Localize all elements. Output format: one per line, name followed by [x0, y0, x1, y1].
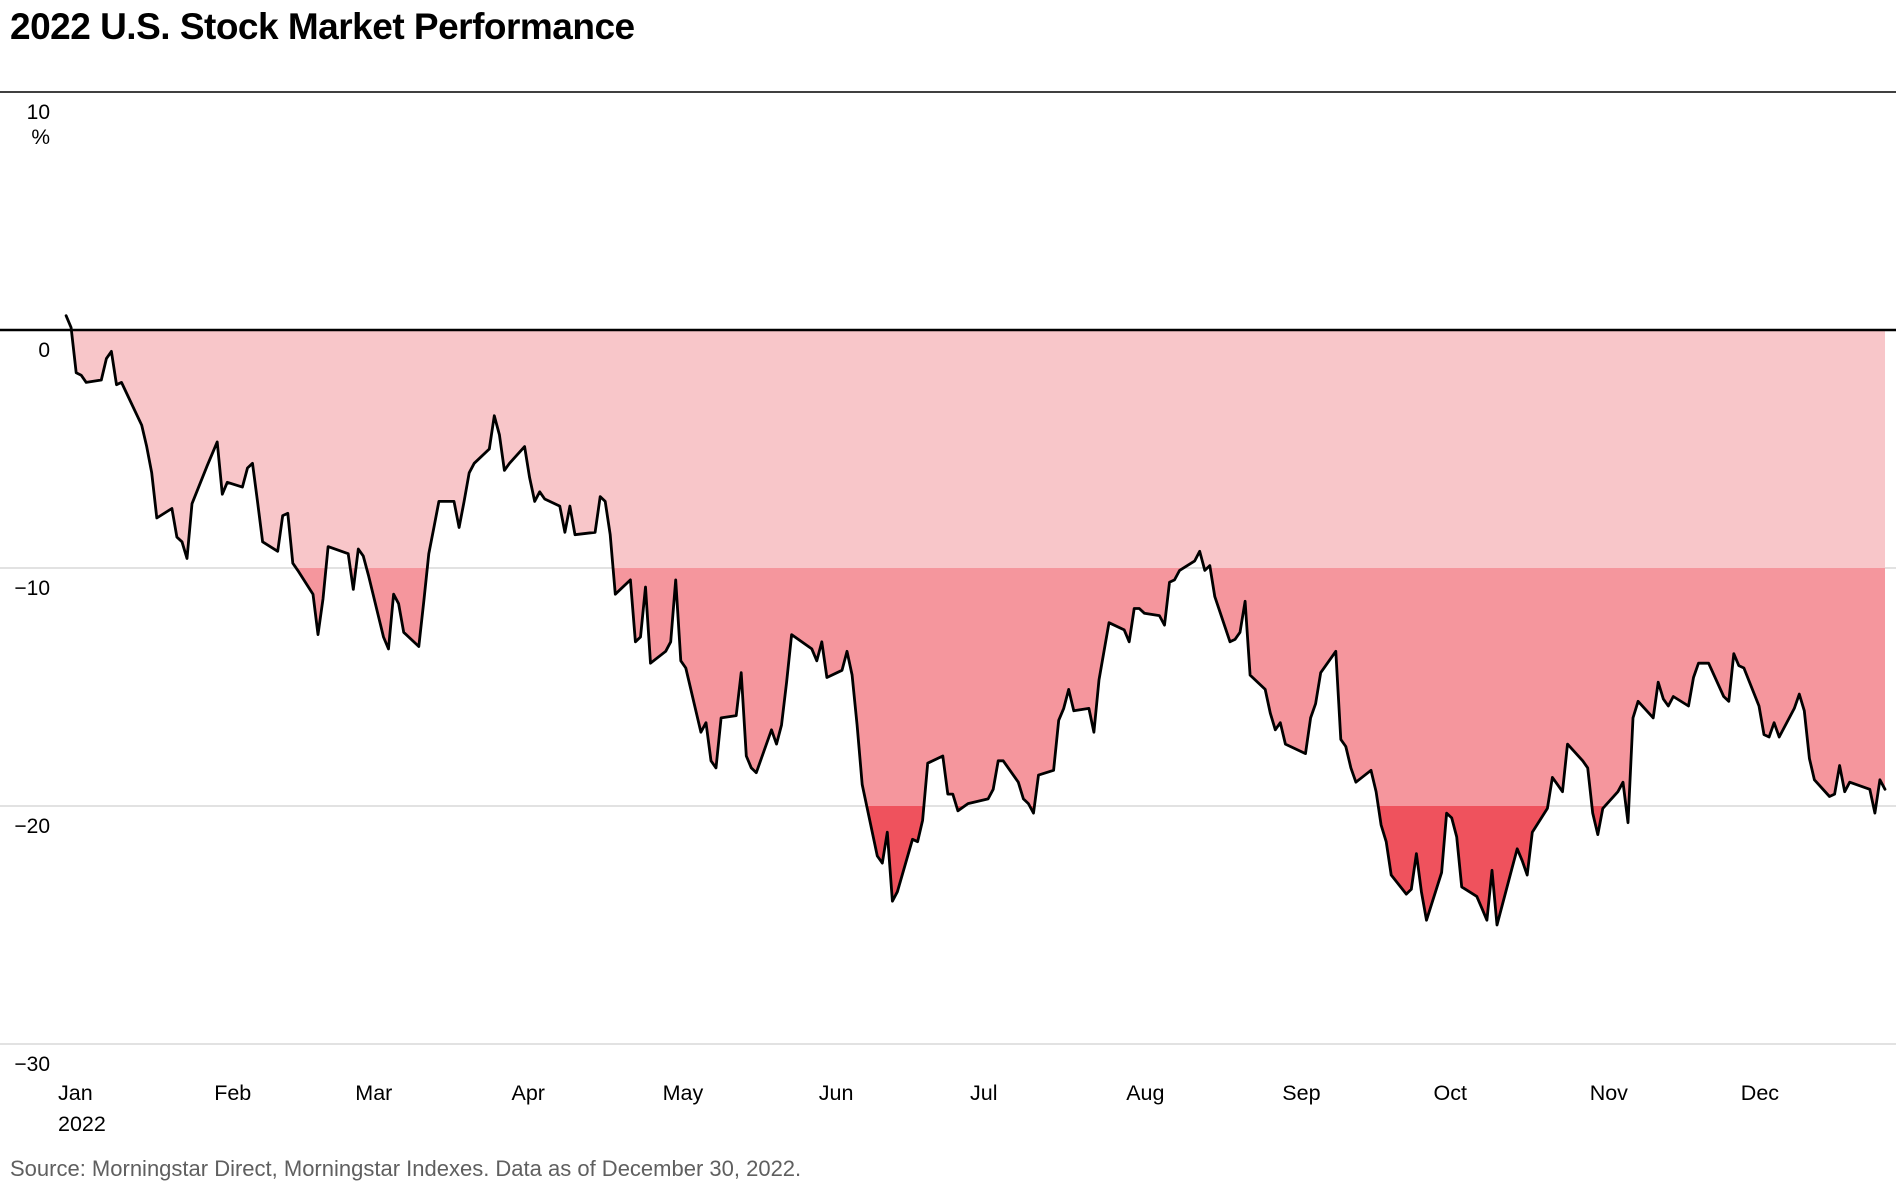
x-axis-label: May — [663, 1081, 704, 1105]
series-line — [64, 314, 1887, 927]
source-note: Source: Morningstar Direct, Morningstar … — [10, 1156, 802, 1181]
x-axis-label: Sep — [1282, 1081, 1320, 1105]
x-axis-label: Jan — [58, 1081, 93, 1105]
drawdown-band — [66, 330, 1886, 568]
x-axis-label: Oct — [1434, 1081, 1467, 1105]
x-axis-label: Apr — [512, 1081, 545, 1105]
y-axis-unit: % — [31, 126, 50, 149]
x-axis-label: Jun — [819, 1081, 854, 1105]
x-axis-label: Mar — [355, 1081, 392, 1105]
chart-title: 2022 U.S. Stock Market Performance — [10, 6, 635, 47]
x-axis-label: Aug — [1126, 1081, 1164, 1105]
y-axis-label: −30 — [14, 1053, 50, 1076]
x-axis-label: Nov — [1590, 1081, 1628, 1105]
drawdown-band — [66, 568, 1886, 806]
x-axis-label: Dec — [1741, 1081, 1779, 1105]
y-axis-label: −20 — [14, 815, 50, 838]
x-axis-label: Jul — [970, 1081, 997, 1105]
x-axis-label: Feb — [214, 1081, 251, 1105]
y-axis-label: 10 — [27, 101, 50, 124]
y-axis-label: 0 — [38, 339, 50, 362]
drawdown-band — [66, 806, 1886, 925]
x-axis-year-label: 2022 — [58, 1112, 106, 1136]
y-axis-label: −10 — [14, 577, 50, 600]
